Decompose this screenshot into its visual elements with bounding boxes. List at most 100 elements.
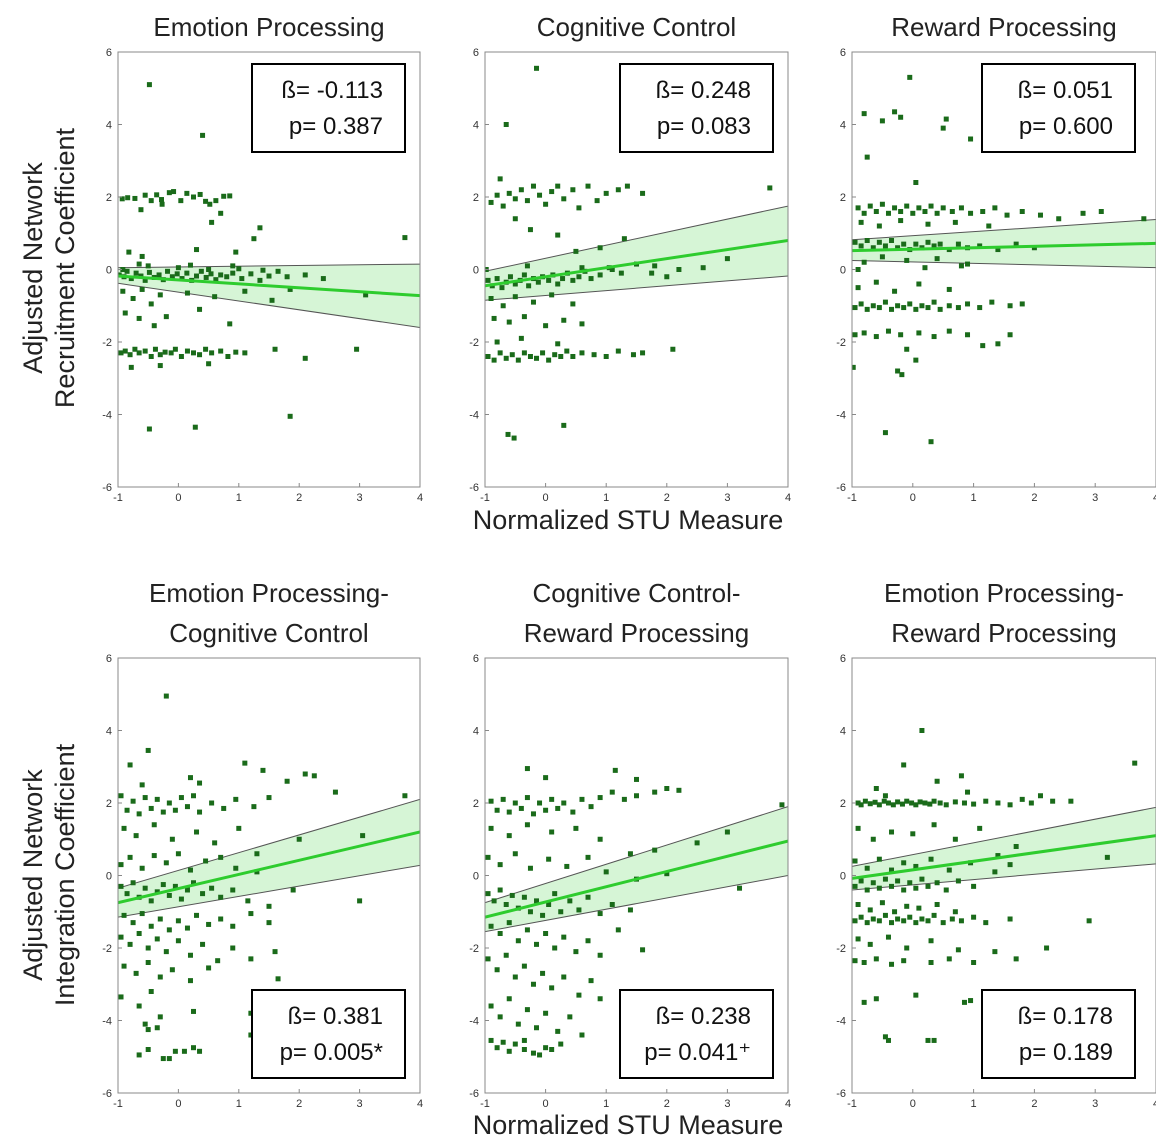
data-point [864,306,870,312]
data-point [224,274,230,280]
data-point [139,253,145,259]
data-point [287,413,293,419]
data-point [931,822,937,828]
data-point [521,1047,527,1052]
data-point [634,776,639,782]
data-point [515,1021,521,1027]
data-point [640,350,646,356]
data-point [203,346,209,352]
data-point [879,254,885,260]
data-point [652,789,658,795]
data-point [961,800,967,806]
data-point [402,235,408,241]
data-point [166,927,172,933]
data-point [925,918,931,924]
data-point [904,203,910,209]
data-point [889,306,895,312]
data-point [200,941,206,947]
data-point [640,947,646,953]
data-point [567,898,573,904]
x-tick-label: 3 [1092,1098,1098,1110]
data-point [497,931,503,936]
y-tick-label: 6 [106,653,112,665]
data-point [121,825,127,831]
data-point [992,869,998,875]
data-point [1007,916,1013,922]
data-point [579,265,585,271]
data-point [191,1008,196,1014]
data-point [142,192,148,198]
data-point [127,941,133,947]
data-point [488,825,494,831]
data-point [910,210,916,216]
data-point [151,822,157,828]
data-point [239,276,245,282]
data-point [867,203,873,209]
data-point [488,923,494,929]
data-point [995,853,1001,859]
data-point [977,305,983,311]
data-point [218,210,224,216]
data-point [127,762,133,768]
data-point [652,263,658,269]
y-tick-label: 2 [473,798,479,810]
data-point [861,999,867,1005]
data-point [904,798,910,804]
data-point [876,918,882,924]
data-point [197,191,203,197]
data-point [191,194,196,200]
data-point [179,276,185,282]
y-tick-label: 2 [106,798,112,810]
data-point [518,187,524,193]
data-point [943,116,949,122]
data-point [118,934,124,940]
data-point [148,805,154,811]
chart-title-line: Cognitive Control [169,618,368,648]
data-point [527,227,533,233]
data-point [543,807,549,813]
data-point [952,909,958,915]
data-point [139,782,145,788]
data-point [172,807,178,813]
x-tick-label: 4 [785,492,791,504]
plot-area [118,693,420,1062]
data-point [922,209,928,214]
data-point [916,205,922,211]
x-tick-label: 4 [417,492,423,504]
data-point [995,247,1001,253]
data-point [302,771,308,777]
data-point [885,1037,891,1043]
data-point [187,952,193,958]
stats-box-border [251,989,406,1079]
x-tick-label: 2 [664,492,670,504]
y-tick-label: 0 [106,871,112,883]
data-point [242,288,248,294]
data-point [1013,844,1019,849]
data-point [630,352,636,358]
data-point [221,805,227,811]
data-point [174,271,180,277]
data-point [230,945,236,951]
data-point [118,862,124,868]
data-point [907,74,913,80]
data-point [1044,945,1050,951]
data-point [861,210,867,216]
data-point [512,281,518,287]
data-point [172,1048,178,1054]
data-point [889,883,895,889]
data-point [1056,216,1062,222]
data-point [615,927,621,933]
data-point [488,1037,494,1043]
data-point [543,1045,549,1051]
data-point [940,920,946,926]
data-point [146,82,152,88]
data-point [497,350,503,356]
data-point [852,332,858,338]
data-point [882,243,888,249]
data-point [524,1007,530,1013]
chart-title-line: Emotion Processing- [149,578,389,608]
data-point [564,863,570,869]
data-point [977,825,983,831]
data-point [576,992,582,998]
data-point [494,192,500,198]
